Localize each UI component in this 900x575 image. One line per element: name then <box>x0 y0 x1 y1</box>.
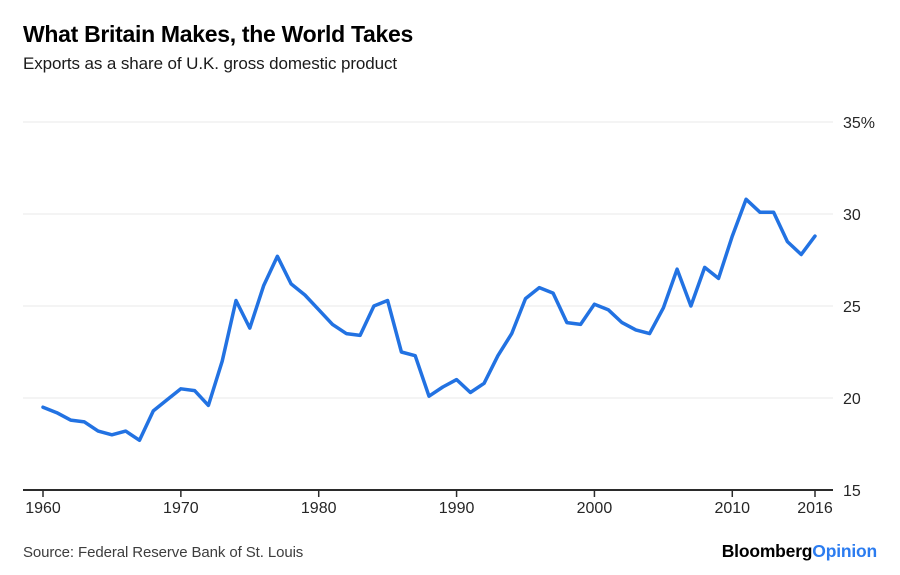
x-tick-label-2016: 2016 <box>797 500 833 517</box>
brand-bloomberg: Bloomberg <box>721 541 813 561</box>
x-tick-label-1960: 1960 <box>25 500 61 517</box>
brand-opinion: Opinion <box>812 541 877 561</box>
x-tick-label-1980: 1980 <box>301 500 337 517</box>
source-note: Source: Federal Reserve Bank of St. Loui… <box>23 544 304 561</box>
chart-title: What Britain Makes, the World Takes <box>23 21 413 47</box>
y-tick-label-25: 25 <box>843 299 861 316</box>
x-tick-label-2010: 2010 <box>714 500 750 517</box>
bloomberg-opinion-logo: BloombergOpinion <box>722 541 877 562</box>
y-tick-label-15: 15 <box>843 483 861 500</box>
y-tick-label-20: 20 <box>843 391 861 408</box>
x-tick-label-1970: 1970 <box>163 500 199 517</box>
chart-subtitle: Exports as a share of U.K. gross domesti… <box>23 54 397 73</box>
x-tick-label-1990: 1990 <box>439 500 475 517</box>
y-tick-label-30: 30 <box>843 207 861 224</box>
data-line-uk-exports <box>41 197 817 443</box>
y-tick-label-35: 35% <box>843 115 875 132</box>
x-tick-label-2000: 2000 <box>577 500 613 517</box>
